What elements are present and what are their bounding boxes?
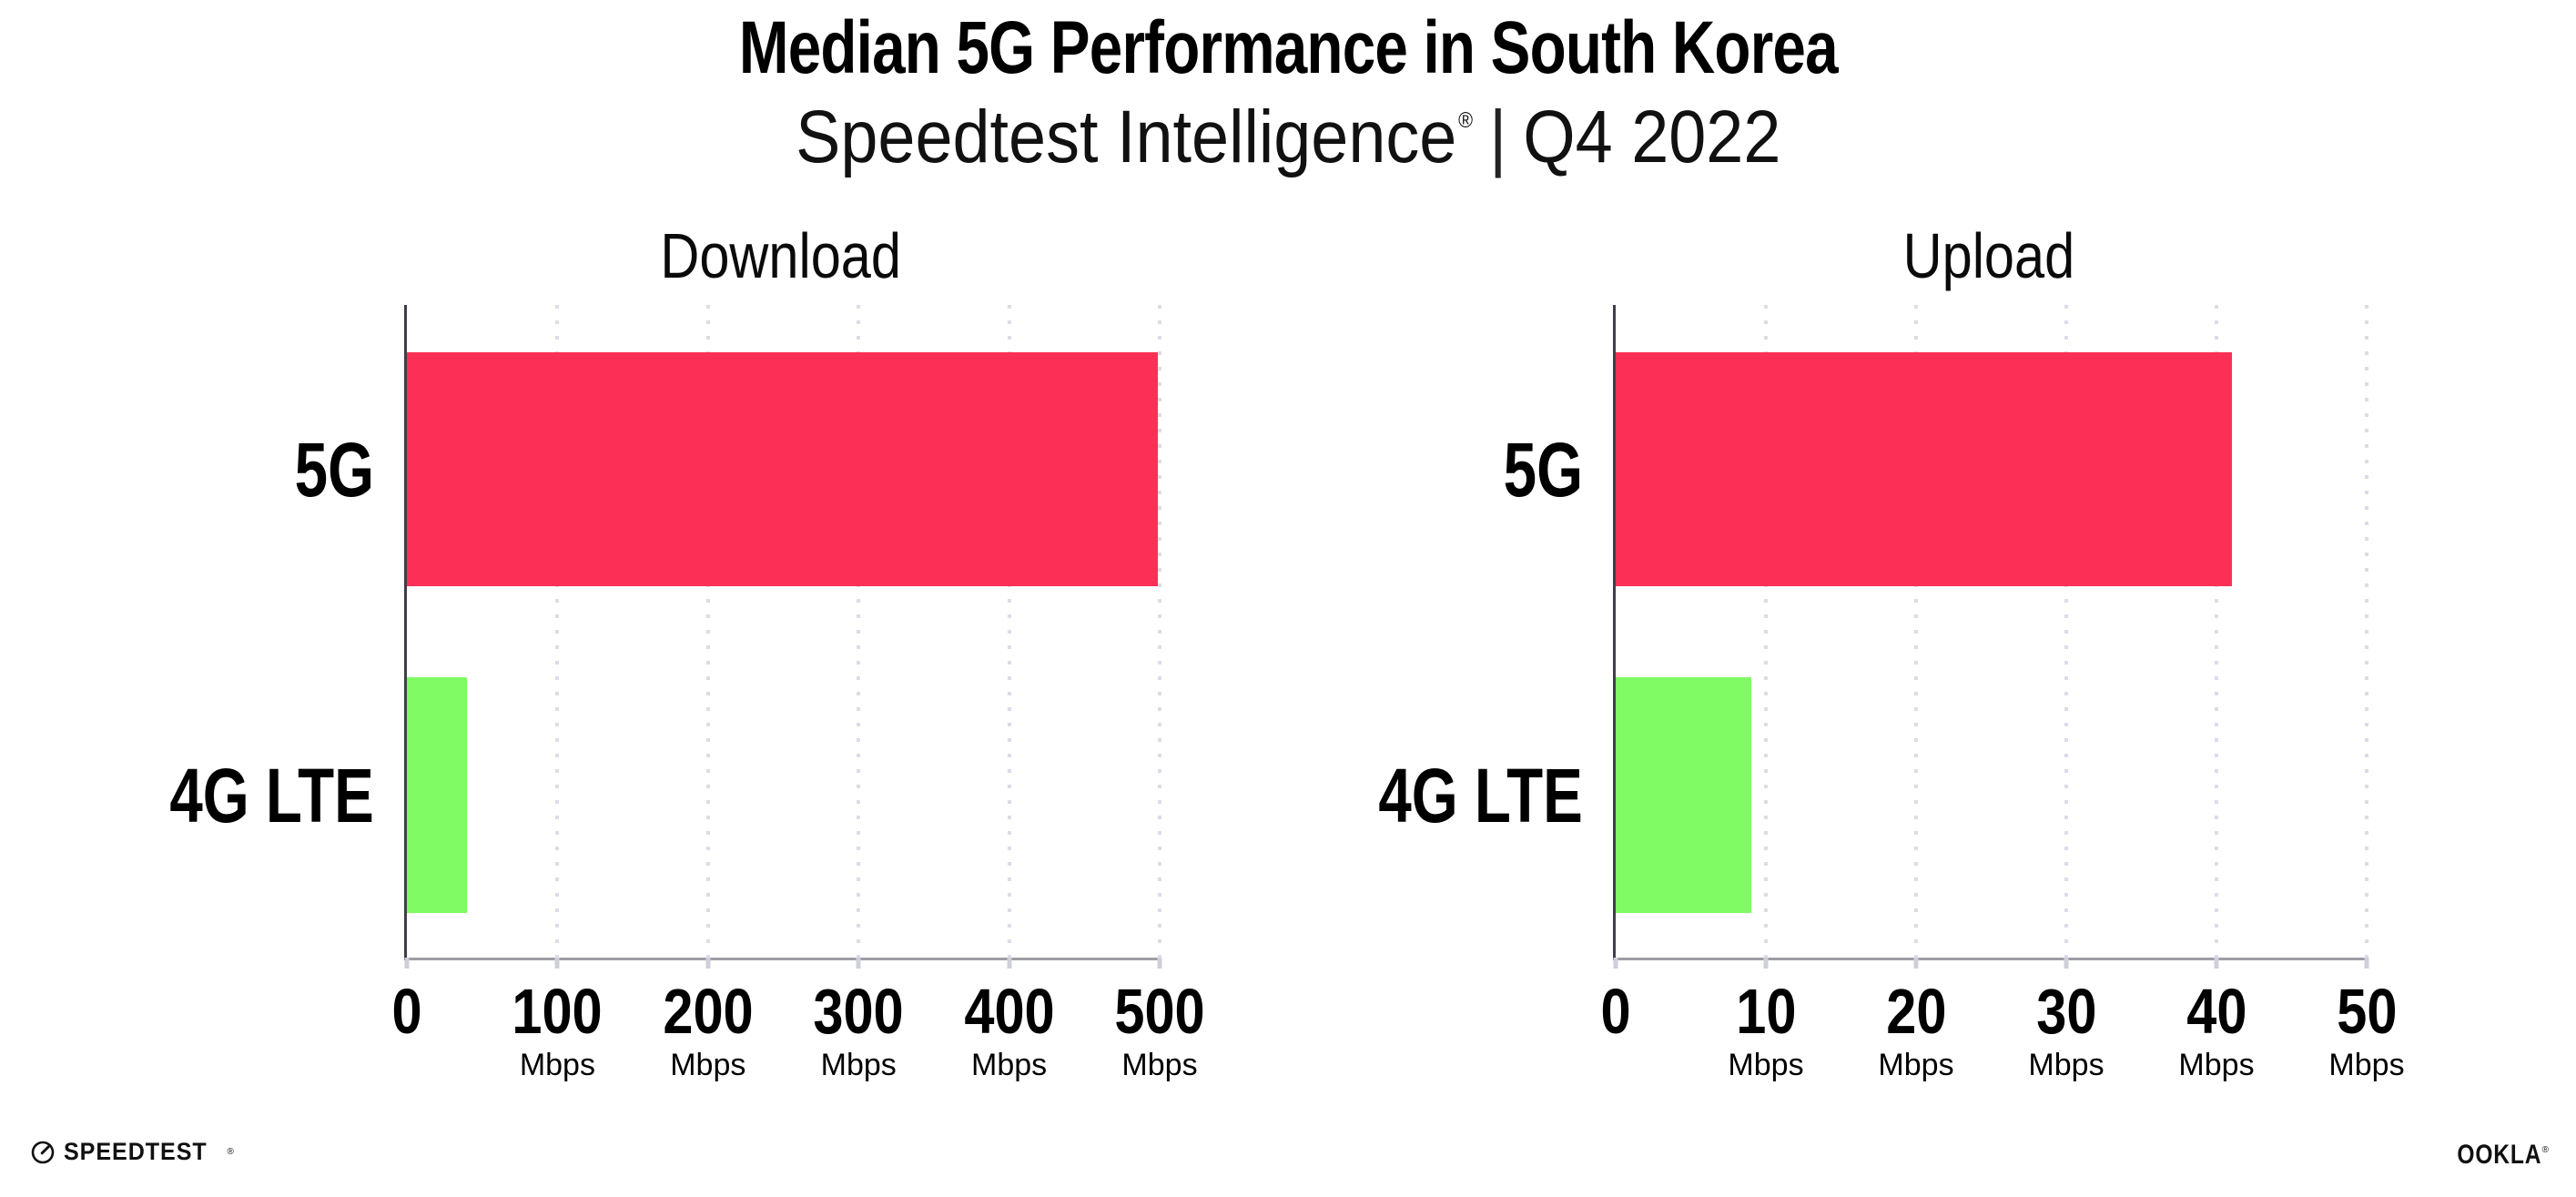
upload-chart-title-text: Upload	[1902, 220, 2074, 291]
x-tick-label-50: 50 Mbps	[2328, 979, 2404, 1084]
download-chart-title-text: Download	[660, 220, 901, 291]
x-tick-value: 0	[391, 976, 422, 1047]
x-tick-label-400: 400 Mbps	[956, 979, 1062, 1084]
speedtest-logo: SPEEDTEST ®	[30, 1138, 234, 1166]
y-axis-label-5g: 5G	[1237, 352, 1583, 586]
x-tick-value: 500	[1114, 976, 1205, 1047]
x-tick-value: 100	[512, 976, 603, 1047]
x-tick-unit: Mbps	[2328, 1048, 2405, 1082]
gridline-400	[1007, 305, 1011, 958]
gridline-30	[2064, 305, 2068, 958]
gridline-20	[1914, 305, 1918, 958]
x-axis-labels: 0 10 Mbps 20 Mbps 30 Mbps 40 Mbps 50 Mbps	[1600, 979, 2404, 1116]
x-tick-value: 40	[2186, 976, 2247, 1047]
tick-mark-30	[2064, 958, 2069, 969]
subtitle-separator: |	[1488, 96, 1506, 178]
gridline-40	[2215, 305, 2218, 958]
x-tick-unit: Mbps	[1728, 1048, 1804, 1082]
x-tick-value: 50	[2336, 976, 2398, 1047]
bar-5g	[407, 352, 1159, 586]
gridline-200	[705, 305, 710, 958]
ookla-logo-text: OOKLA	[2457, 1140, 2542, 1170]
x-tick-label-300: 300 Mbps	[806, 979, 912, 1084]
speedtest-logo-text: SPEEDTEST	[64, 1138, 208, 1165]
gridline-100	[555, 305, 560, 958]
y-axis-label-4g-lte: 4G LTE	[28, 677, 374, 913]
tick-mark-100	[554, 958, 560, 969]
x-tick-unit: Mbps	[519, 1048, 595, 1082]
x-tick-value: 200	[663, 976, 754, 1047]
tick-mark-500	[1157, 958, 1162, 969]
x-tick-unit: Mbps	[2028, 1048, 2104, 1082]
x-tick-unit: Mbps	[1121, 1048, 1198, 1082]
x-tick-label-0: 0	[390, 979, 425, 1043]
y-axis-label-text: 5G	[1503, 426, 1583, 512]
registered-trademark-icon: ®	[1457, 108, 1473, 133]
subtitle-period: Q4 2022	[1522, 96, 1781, 178]
y-axis-label-5g: 5G	[28, 352, 374, 586]
x-tick-label-10: 10 Mbps	[1728, 979, 1803, 1084]
y-axis-label-text: 4G LTE	[1378, 752, 1583, 838]
x-axis-labels: 0 100 Mbps 200 Mbps 300 Mbps 400 Mbps 500 Mbps	[391, 979, 1204, 1116]
x-tick-unit: Mbps	[971, 1048, 1048, 1082]
upload-plot-area: 5G 4G LTE 0 10 Mbps 20 Mbps 30 Mbps 40 Mbps 50 Mbps	[1379, 305, 2405, 1082]
gridline-50	[2365, 305, 2368, 958]
bar-4g-lte	[1616, 677, 1751, 913]
gridline-300	[857, 305, 861, 958]
x-tick-value: 0	[1600, 976, 1631, 1047]
ookla-trademark: ®	[2541, 1145, 2549, 1155]
x-tick-value: 300	[813, 976, 904, 1047]
tick-mark-300	[856, 958, 861, 969]
x-tick-unit: Mbps	[2178, 1048, 2255, 1082]
x-tick-value: 10	[1735, 976, 1797, 1047]
y-axis-label-4g-lte: 4G LTE	[1237, 677, 1583, 913]
tick-mark-0	[404, 958, 410, 969]
tick-mark-20	[1913, 958, 1919, 969]
gridline-500	[1158, 305, 1161, 958]
download-plot-area: 5G 4G LTE 0 100 Mbps 200 Mbps 300 Mbps 400 Mbps 500…	[170, 305, 1205, 1082]
subtitle: Speedtest Intelligence® | Q4 2022	[0, 100, 2576, 175]
ookla-logo: OOKLA®	[2439, 1140, 2549, 1171]
tick-mark-10	[1763, 958, 1769, 969]
x-tick-label-200: 200 Mbps	[654, 979, 761, 1084]
x-tick-label-500: 500 Mbps	[1107, 979, 1213, 1084]
x-tick-value: 20	[1885, 976, 1947, 1047]
x-tick-label-0: 0	[1598, 979, 1634, 1043]
main-title-text: Median 5G Performance in South Korea	[738, 6, 1839, 89]
upload-chart-title: Upload	[1613, 224, 2364, 288]
x-tick-label-30: 30 Mbps	[2028, 979, 2104, 1084]
tick-mark-400	[1007, 958, 1012, 969]
bar-5g	[1616, 352, 2232, 586]
x-tick-unit: Mbps	[1878, 1048, 1954, 1082]
tick-mark-40	[2214, 958, 2219, 969]
x-tick-label-100: 100 Mbps	[504, 979, 611, 1084]
gridline-10	[1764, 305, 1768, 958]
subtitle-brand: Speedtest Intelligence	[795, 96, 1457, 178]
x-tick-value: 400	[963, 976, 1055, 1047]
tick-mark-200	[705, 958, 711, 969]
x-tick-unit: Mbps	[820, 1048, 897, 1082]
main-title: Median 5G Performance in South Korea	[0, 11, 2576, 86]
speedtest-gauge-icon	[31, 1141, 55, 1163]
download-chart-title: Download	[404, 224, 1157, 288]
x-tick-value: 30	[2035, 976, 2097, 1047]
tick-mark-50	[2364, 958, 2369, 969]
y-axis-label-text: 5G	[294, 426, 374, 512]
x-tick-label-40: 40 Mbps	[2178, 979, 2254, 1084]
x-tick-unit: Mbps	[670, 1048, 746, 1082]
speedtest-trademark: ®	[227, 1147, 234, 1157]
x-tick-label-20: 20 Mbps	[1878, 979, 1953, 1084]
tick-mark-0	[1613, 958, 1618, 969]
bar-4g-lte	[407, 677, 468, 913]
y-axis-label-text: 4G LTE	[169, 752, 374, 838]
